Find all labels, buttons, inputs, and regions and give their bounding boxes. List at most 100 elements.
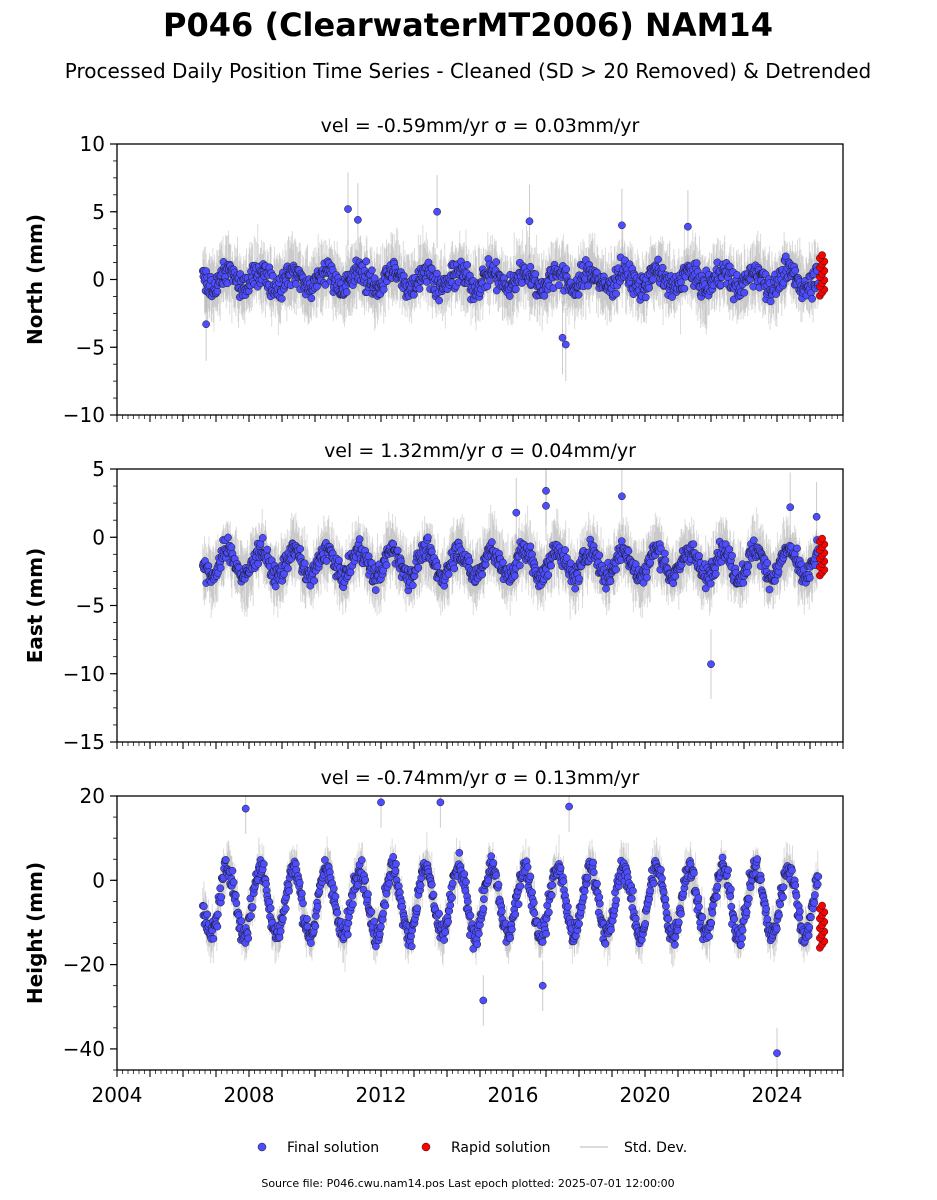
final-point: [643, 573, 651, 582]
final-point: [505, 292, 514, 300]
final-point: [344, 205, 352, 213]
y-tick-label: −10: [63, 662, 105, 686]
final-point: [654, 255, 662, 264]
final-point: [658, 263, 667, 272]
final-point: [427, 264, 436, 273]
y-axis-label: Height (mm): [23, 862, 47, 1004]
final-point: [354, 216, 362, 224]
y-tick-label: −10: [63, 403, 105, 427]
plot-area: [198, 172, 829, 382]
final-point: [450, 564, 459, 573]
final-point: [465, 557, 474, 565]
final-point: [415, 284, 424, 293]
final-point: [525, 217, 534, 226]
y-tick-label: 10: [80, 132, 105, 156]
rapid-point: [818, 251, 826, 259]
final-point: [575, 574, 583, 583]
final-point: [728, 551, 736, 560]
plot-area: [198, 796, 829, 1070]
final-point: [555, 281, 563, 289]
final-point: [379, 285, 388, 294]
final-point: [740, 288, 749, 297]
final-point: [254, 559, 263, 568]
final-point: [786, 503, 795, 512]
final-point: [808, 294, 816, 303]
final-point: [812, 512, 821, 521]
final-point: [763, 559, 772, 567]
final-point: [689, 540, 698, 549]
rapid-solution-points: [816, 534, 829, 580]
final-point: [355, 535, 364, 543]
y-tick-label: −15: [63, 730, 105, 754]
final-point: [499, 558, 507, 567]
final-point: [606, 577, 615, 586]
final-point: [641, 293, 650, 302]
final-point: [562, 554, 571, 562]
final-point: [435, 296, 443, 305]
final-point: [661, 556, 670, 565]
final-point: [669, 579, 678, 588]
final-point: [711, 570, 720, 578]
rapid-point: [818, 534, 826, 543]
rapid-solution-points: [816, 251, 829, 300]
final-point: [307, 294, 316, 303]
final-point: [544, 571, 553, 579]
panel-title: vel = 1.32mm/yr σ = 0.04mm/yr: [324, 440, 636, 462]
final-point: [561, 340, 570, 349]
final-point: [707, 660, 715, 669]
final-point: [574, 290, 583, 299]
final-point: [558, 333, 567, 342]
final-point: [531, 270, 540, 278]
final-point: [268, 271, 277, 280]
final-point: [612, 565, 620, 574]
final-point: [542, 486, 550, 495]
final-point: [646, 558, 655, 567]
y-tick-label: 5: [92, 200, 105, 224]
final-point: [313, 282, 321, 291]
final-point: [433, 207, 441, 216]
final-point: [414, 563, 423, 572]
final-point: [216, 564, 225, 572]
final-point: [571, 584, 580, 593]
final-point: [368, 266, 376, 275]
final-point: [393, 546, 402, 555]
final-point: [258, 534, 267, 542]
final-point: [660, 549, 669, 558]
final-point: [515, 561, 524, 570]
y-tick-label: 0: [92, 268, 105, 292]
final-point: [612, 289, 620, 298]
panel-height: vel = -0.74mm/yr σ = 0.13mm/yr Height (mm…: [23, 767, 844, 1107]
final-point: [645, 283, 653, 292]
final-point: [310, 576, 319, 585]
y-tick-label: −5: [76, 335, 105, 359]
final-point: [346, 568, 355, 577]
final-point: [617, 537, 626, 545]
final-point: [624, 547, 633, 555]
final-point: [602, 584, 610, 593]
panel-title: vel = -0.59mm/yr σ = 0.03mm/yr: [321, 115, 640, 137]
final-point: [584, 281, 592, 290]
final-point: [618, 492, 626, 501]
final-point: [487, 538, 496, 546]
final-point: [492, 258, 501, 266]
final-point: [765, 585, 774, 594]
final-point: [791, 266, 800, 275]
final-point: [744, 562, 753, 571]
final-point: [433, 562, 442, 571]
final-point: [766, 297, 775, 306]
final-point: [263, 545, 272, 554]
y-tick-label: −5: [76, 594, 105, 618]
final-point: [684, 222, 692, 231]
final-point: [371, 586, 380, 594]
final-point: [291, 280, 300, 288]
final-point: [680, 284, 689, 293]
final-point: [692, 259, 701, 267]
final-point: [300, 559, 309, 568]
y-axis-label: North (mm): [23, 214, 47, 345]
panel-north: vel = -0.59mm/yr σ = 0.03mm/yr North (mm)…: [23, 115, 844, 427]
final-point: [510, 571, 519, 580]
y-tick-label: 0: [92, 525, 105, 549]
final-point: [296, 545, 305, 553]
final-point: [562, 265, 571, 273]
